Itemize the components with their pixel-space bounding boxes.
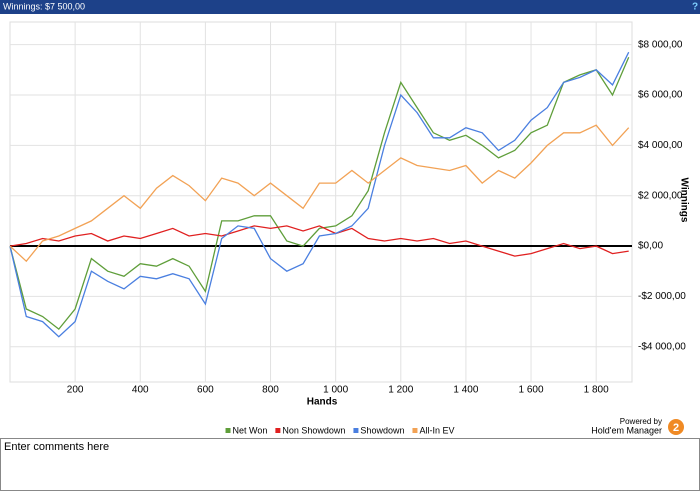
x-tick-label: 200 xyxy=(67,385,84,396)
series-line xyxy=(9,51,630,338)
y-tick-label: $6 000,00 xyxy=(638,90,683,101)
series-line xyxy=(9,56,630,331)
x-tick-label: 1 200 xyxy=(388,385,413,396)
y-axis-label: Winnings xyxy=(678,178,689,223)
y-tick-label: -$2 000,00 xyxy=(638,291,686,302)
legend-label: Net Won xyxy=(233,425,268,435)
x-tick-label: 800 xyxy=(262,385,279,396)
x-tick-label: 400 xyxy=(132,385,149,396)
x-tick-label: 1 600 xyxy=(519,385,544,396)
legend: Net Won Non Showdown Showdown All-In EV xyxy=(225,425,454,435)
series-line xyxy=(9,225,629,257)
powered-by: Powered by xyxy=(620,417,662,426)
help-button[interactable]: ? xyxy=(692,2,698,13)
y-tick-label: $0,00 xyxy=(638,241,663,252)
legend-label: Showdown xyxy=(360,425,404,435)
x-tick-label: 600 xyxy=(197,385,214,396)
brand-name: Hold'em Manager xyxy=(591,425,662,435)
y-tick-label: -$4 000,00 xyxy=(638,341,686,352)
header-bar xyxy=(0,0,700,14)
x-tick-label: 1 800 xyxy=(584,385,609,396)
y-tick-label: $4 000,00 xyxy=(638,140,683,151)
y-tick-label: $2 000,00 xyxy=(638,190,683,201)
legend-swatch xyxy=(353,428,359,433)
comments-box[interactable] xyxy=(0,438,700,491)
x-tick-label: 1 000 xyxy=(323,385,348,396)
comments-placeholder: Enter comments here xyxy=(4,441,109,453)
legend-swatch xyxy=(225,428,231,433)
x-axis-label: Hands xyxy=(307,397,338,408)
plot-area xyxy=(9,21,633,383)
legend-swatch xyxy=(275,428,281,433)
brand-badge: 2 xyxy=(673,422,679,434)
header-title: Winnings: $7 500,00 xyxy=(3,1,85,11)
x-tick-label: 1 400 xyxy=(453,385,478,396)
y-tick-label: $8 000,00 xyxy=(638,39,683,50)
legend-label: All-In EV xyxy=(419,425,454,435)
brand-badge-icon xyxy=(668,419,684,435)
legend-swatch xyxy=(412,428,418,433)
legend-label: Non Showdown xyxy=(282,425,345,435)
series-line xyxy=(9,124,630,263)
